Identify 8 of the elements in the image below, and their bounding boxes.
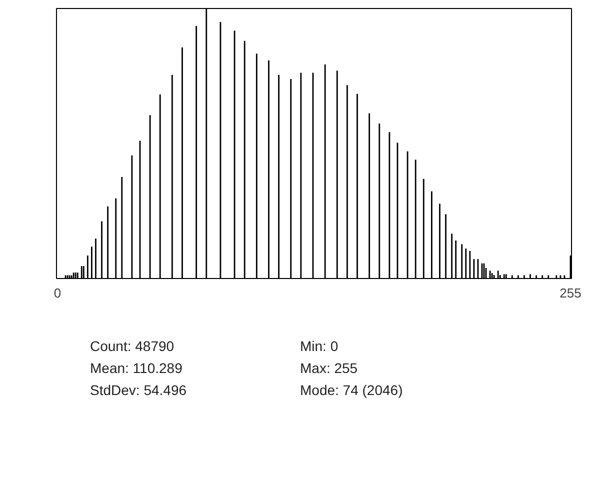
text: Max: 255 — [300, 359, 359, 378]
x-tick-label: 255 — [560, 286, 582, 300]
text: Min: 0 — [300, 337, 340, 356]
text: Count: 48790 — [90, 337, 176, 356]
x-tick-label: 0 — [54, 286, 62, 300]
text: Mode: 74 (2046) — [300, 381, 404, 400]
text: StdDev: 54.496 — [90, 381, 188, 400]
text: Mean: 110.289 — [90, 359, 184, 378]
